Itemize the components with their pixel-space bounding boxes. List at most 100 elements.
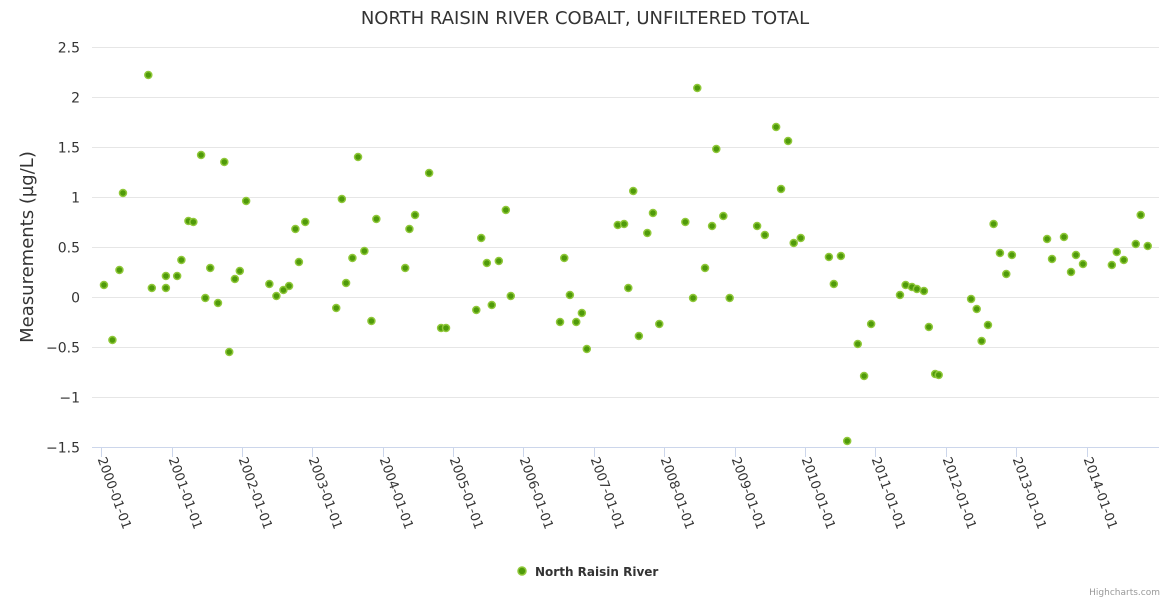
data-point[interactable] — [213, 298, 223, 308]
data-point[interactable] — [783, 136, 793, 146]
data-point[interactable] — [224, 347, 234, 357]
data-point[interactable] — [681, 217, 690, 227]
data-point[interactable] — [796, 233, 806, 243]
data-point[interactable] — [577, 308, 587, 318]
credits-link[interactable]: Highcharts.com — [1089, 588, 1160, 598]
data-point[interactable] — [628, 186, 638, 196]
data-point[interactable] — [1059, 232, 1069, 242]
data-point[interactable] — [337, 194, 347, 204]
data-point[interactable] — [688, 293, 698, 303]
data-point[interactable] — [196, 150, 206, 160]
data-point[interactable] — [924, 322, 934, 332]
data-point[interactable] — [506, 291, 516, 301]
data-point[interactable] — [201, 293, 210, 303]
data-point[interactable] — [1002, 269, 1011, 279]
data-point[interactable] — [279, 285, 288, 295]
data-point[interactable] — [977, 336, 986, 346]
data-point[interactable] — [147, 283, 157, 293]
data-point[interactable] — [405, 224, 414, 234]
series-north-raisin-river[interactable] — [99, 70, 1152, 446]
data-point[interactable] — [919, 286, 929, 296]
data-point[interactable] — [771, 122, 781, 132]
data-point[interactable] — [824, 252, 834, 262]
data-point[interactable] — [367, 316, 376, 326]
data-point[interactable] — [912, 284, 922, 294]
data-point[interactable] — [115, 265, 124, 275]
data-point[interactable] — [1119, 255, 1129, 265]
data-point[interactable] — [161, 283, 171, 293]
data-point[interactable] — [752, 221, 762, 231]
data-point[interactable] — [934, 370, 943, 380]
data-point[interactable] — [265, 279, 274, 289]
data-point[interactable] — [836, 251, 846, 261]
data-point[interactable] — [789, 238, 798, 248]
data-point[interactable] — [161, 271, 171, 281]
data-point[interactable] — [555, 317, 565, 327]
data-point[interactable] — [634, 331, 644, 341]
data-point[interactable] — [487, 300, 497, 310]
data-point[interactable] — [842, 436, 852, 446]
data-point[interactable] — [441, 323, 451, 333]
data-point[interactable] — [571, 317, 581, 327]
data-point[interactable] — [424, 168, 434, 178]
data-point[interactable] — [989, 219, 998, 229]
data-point[interactable] — [693, 83, 702, 93]
data-point[interactable] — [760, 230, 770, 240]
data-point[interactable] — [353, 152, 363, 162]
data-point[interactable] — [983, 320, 993, 330]
data-point[interactable] — [1107, 260, 1117, 270]
data-point[interactable] — [859, 371, 869, 381]
data-point[interactable] — [1042, 234, 1052, 244]
data-point[interactable] — [995, 248, 1005, 258]
data-point[interactable] — [700, 263, 710, 273]
data-point[interactable] — [866, 319, 876, 329]
data-point[interactable] — [400, 263, 410, 273]
data-point[interactable] — [1071, 250, 1081, 260]
data-point[interactable] — [1136, 210, 1145, 220]
data-point[interactable] — [829, 279, 839, 289]
data-point[interactable] — [172, 271, 182, 281]
data-point[interactable] — [972, 304, 981, 314]
data-point[interactable] — [272, 291, 281, 301]
data-point[interactable] — [655, 319, 664, 329]
data-point[interactable] — [853, 339, 863, 349]
data-point[interactable] — [1143, 241, 1152, 251]
data-point[interactable] — [291, 224, 300, 234]
data-point[interactable] — [1078, 259, 1088, 269]
data-point[interactable] — [648, 208, 658, 218]
data-point[interactable] — [118, 188, 128, 198]
data-point[interactable] — [501, 205, 511, 215]
data-point[interactable] — [99, 280, 109, 290]
data-point[interactable] — [108, 335, 117, 345]
data-point[interactable] — [966, 294, 976, 304]
data-point[interactable] — [712, 144, 721, 154]
data-point[interactable] — [331, 303, 341, 313]
data-point[interactable] — [360, 246, 369, 256]
data-point[interactable] — [482, 258, 492, 268]
data-point[interactable] — [1047, 254, 1057, 264]
data-point[interactable] — [301, 217, 310, 227]
data-point[interactable] — [476, 233, 486, 243]
data-point[interactable] — [294, 257, 304, 267]
data-point[interactable] — [372, 214, 381, 224]
data-point[interactable] — [707, 221, 717, 231]
data-point[interactable] — [472, 305, 481, 315]
data-point[interactable] — [1131, 239, 1141, 249]
data-point[interactable] — [494, 256, 504, 266]
data-point[interactable] — [719, 211, 728, 221]
data-point[interactable] — [725, 293, 734, 303]
data-point[interactable] — [1066, 267, 1076, 277]
data-point[interactable] — [1007, 250, 1017, 260]
data-point[interactable] — [1112, 247, 1122, 257]
data-point[interactable] — [220, 157, 229, 167]
data-point[interactable] — [643, 228, 652, 238]
data-point[interactable] — [348, 253, 357, 263]
data-point[interactable] — [341, 278, 351, 288]
data-point[interactable] — [776, 184, 786, 194]
data-point[interactable] — [410, 210, 420, 220]
data-point[interactable] — [189, 217, 198, 227]
data-point[interactable] — [284, 281, 294, 291]
data-point[interactable] — [205, 263, 215, 273]
data-point[interactable] — [230, 274, 240, 284]
data-point[interactable] — [895, 290, 905, 300]
